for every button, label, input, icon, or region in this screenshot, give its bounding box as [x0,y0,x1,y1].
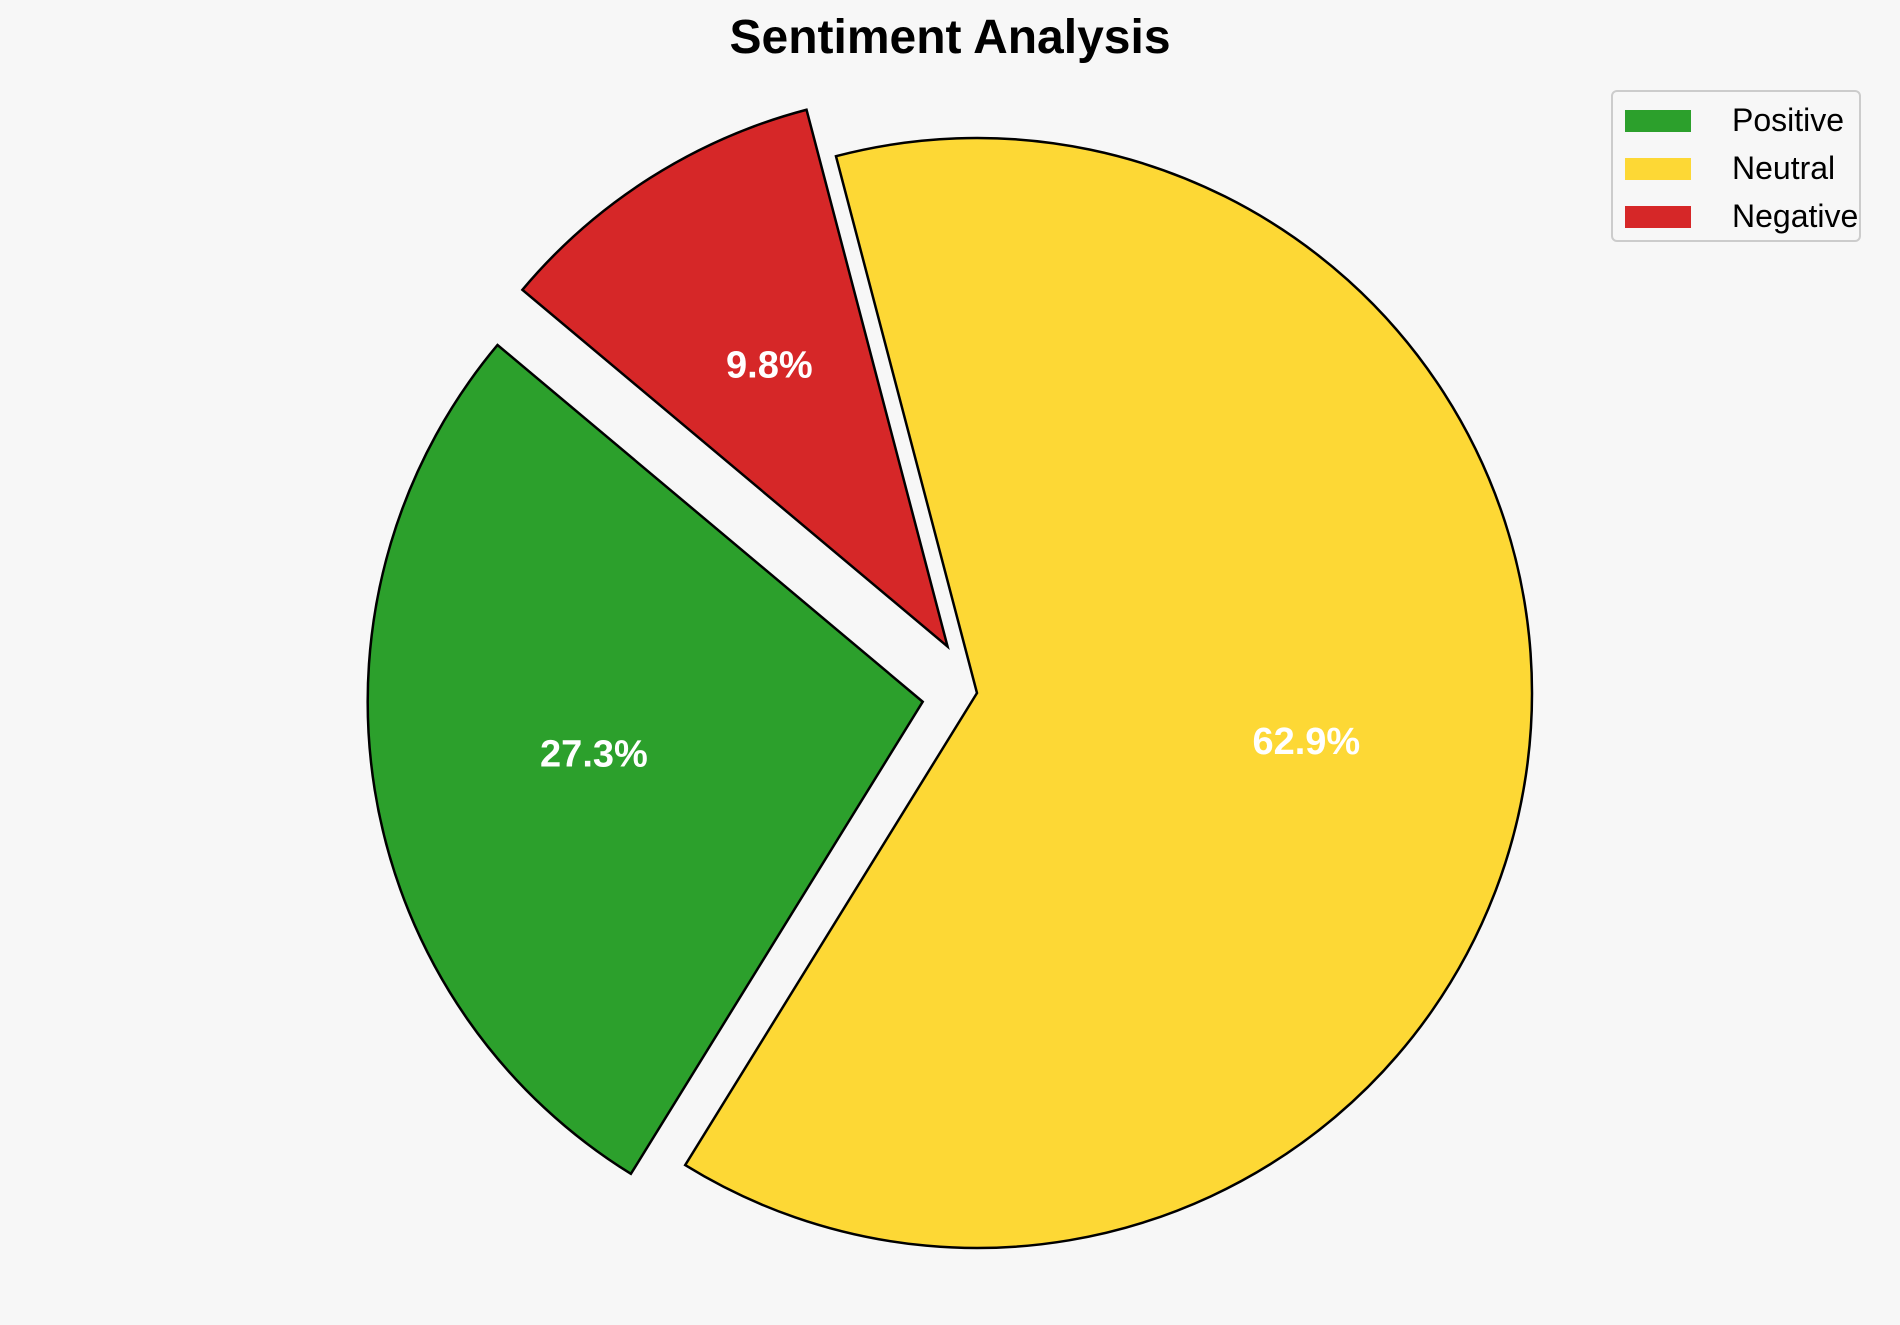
pct-label-negative: 9.8% [726,344,813,386]
pie-slice-neutral [683,136,1534,1250]
legend-label-negative: Negative [1732,198,1859,234]
pct-label-positive: 27.3% [540,734,648,776]
legend-swatch-negative [1625,206,1691,228]
pie-slice-negative [520,108,950,651]
legend-label-positive: Positive [1732,102,1845,138]
pie-slice-positive [366,343,925,1176]
legend-item-neutral: Neutral [1625,148,1855,188]
legend-item-positive: Positive [1625,100,1855,140]
legend-label-neutral: Neutral [1732,150,1836,186]
legend-swatch-positive [1625,110,1691,132]
chart-title: Sentiment Analysis [729,11,1171,64]
legend-item-negative: Negative [1625,196,1859,236]
legend: Positive Neutral Negative [1611,90,1861,242]
pct-label-neutral: 62.9% [1252,721,1360,763]
legend-swatch-neutral [1625,158,1691,180]
